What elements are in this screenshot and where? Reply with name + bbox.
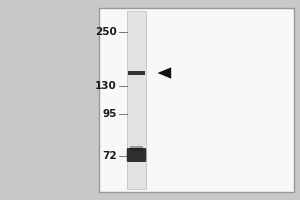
Text: 72: 72 bbox=[102, 151, 117, 161]
FancyBboxPatch shape bbox=[127, 148, 146, 162]
Text: 130: 130 bbox=[95, 81, 117, 91]
FancyBboxPatch shape bbox=[127, 11, 146, 189]
Text: 250: 250 bbox=[95, 27, 117, 37]
FancyBboxPatch shape bbox=[128, 71, 145, 75]
FancyBboxPatch shape bbox=[130, 146, 143, 151]
FancyBboxPatch shape bbox=[99, 8, 294, 192]
Text: 95: 95 bbox=[103, 109, 117, 119]
Polygon shape bbox=[158, 67, 171, 79]
